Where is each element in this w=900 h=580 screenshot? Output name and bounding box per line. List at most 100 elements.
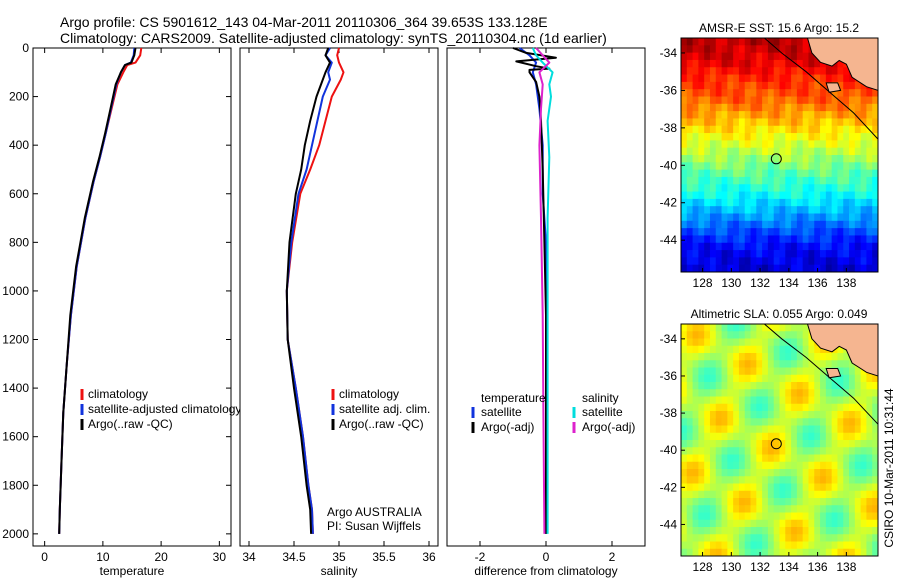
- map-cell: [686, 440, 693, 448]
- map-cell: [837, 250, 844, 258]
- map-cell: [802, 519, 809, 528]
- x-tick-label: 0: [41, 550, 48, 564]
- map-cell: [854, 490, 862, 499]
- map-cell: [767, 505, 775, 513]
- map-cell: [744, 52, 751, 61]
- map-cell: [721, 367, 728, 376]
- map-cell: [681, 140, 688, 149]
- map-cell: [791, 403, 798, 412]
- map-cell: [704, 118, 711, 127]
- map-cell: [796, 206, 804, 214]
- map-cell: [825, 396, 833, 405]
- map-cell: [820, 425, 827, 434]
- map-cell: [791, 111, 798, 119]
- map-cell: [686, 527, 693, 535]
- map-cell: [767, 338, 775, 347]
- map-cell: [814, 162, 821, 171]
- map-cell: [727, 257, 734, 266]
- map-cell: [843, 534, 850, 542]
- map-cell: [698, 140, 705, 149]
- map-cell: [715, 89, 722, 97]
- map-cell: [849, 147, 856, 156]
- map-cell: [779, 505, 786, 513]
- map-cell: [704, 389, 711, 397]
- x-tick-label: -2: [475, 550, 486, 564]
- map-cell: [808, 59, 815, 68]
- map-cell: [692, 184, 699, 192]
- map-cell: [709, 440, 717, 448]
- map-cell: [709, 198, 717, 207]
- map-cell: [721, 155, 728, 163]
- map-cell: [831, 353, 838, 361]
- map-cell: [854, 206, 862, 214]
- map-cell: [860, 519, 867, 528]
- credit-text: CSIRO 10-Mar-2011 10:31:44: [882, 388, 896, 548]
- map-cell: [849, 418, 856, 426]
- map-cell: [820, 125, 827, 134]
- map-cell: [692, 403, 699, 412]
- map-cell: [773, 440, 780, 448]
- map-cell: [738, 45, 746, 54]
- map-cell: [686, 425, 693, 434]
- map-cell: [773, 235, 780, 244]
- map-cell: [721, 264, 728, 272]
- map-cell: [709, 257, 717, 266]
- map-cell: [681, 382, 688, 390]
- map-cell: [715, 548, 722, 556]
- map-cell: [849, 89, 856, 97]
- map-cell: [808, 74, 815, 83]
- map-cell: [808, 505, 815, 513]
- map-cell: [854, 191, 862, 200]
- map-cell: [738, 184, 746, 192]
- map-cell: [866, 374, 873, 383]
- map-cell: [681, 345, 688, 354]
- map-cell: [791, 418, 798, 426]
- map-cell: [721, 534, 728, 542]
- map-cell: [860, 140, 867, 149]
- map-cell: [721, 59, 728, 68]
- map-cell: [843, 505, 850, 513]
- map-cell: [738, 191, 746, 200]
- map-cell: [866, 162, 873, 171]
- map-cell: [686, 360, 693, 368]
- series-line-satellite: [285, 47, 333, 534]
- map-cell: [750, 548, 757, 556]
- map-cell: [756, 162, 763, 171]
- map-cell: [791, 548, 798, 556]
- map-cell: [767, 418, 775, 426]
- map-cell: [854, 169, 862, 178]
- map-cell: [721, 235, 728, 244]
- map-cell: [756, 360, 763, 368]
- map-cell: [698, 331, 705, 339]
- map-cell: [750, 176, 757, 185]
- map-cell: [727, 447, 734, 455]
- map-cell: [727, 345, 734, 354]
- map-cell: [704, 512, 711, 521]
- map-cell: [791, 220, 798, 229]
- map-cell: [738, 353, 746, 361]
- map-cell: [727, 411, 734, 419]
- map-cell: [796, 498, 804, 506]
- map-cell: [756, 96, 763, 105]
- map-cell: [756, 382, 763, 390]
- map-cell: [808, 250, 815, 258]
- map-cell: [721, 411, 728, 419]
- map-cell: [715, 133, 722, 141]
- map-cell: [820, 476, 827, 484]
- map-cell: [849, 440, 856, 448]
- map-cell: [820, 155, 827, 163]
- map-cell: [738, 367, 746, 376]
- map-cell: [831, 162, 838, 171]
- map-cell: [860, 432, 867, 441]
- map-cell: [681, 476, 688, 484]
- map-cell: [779, 548, 786, 556]
- map-cell: [785, 52, 792, 61]
- map-cell: [796, 411, 804, 419]
- map-cell: [872, 133, 878, 141]
- map-cell: [727, 396, 734, 405]
- annotation-text: Argo AUSTRALIA: [327, 505, 422, 519]
- map-cell: [808, 483, 815, 492]
- map-cell: [750, 59, 757, 68]
- map-cell: [762, 228, 769, 236]
- map-cell: [814, 111, 821, 119]
